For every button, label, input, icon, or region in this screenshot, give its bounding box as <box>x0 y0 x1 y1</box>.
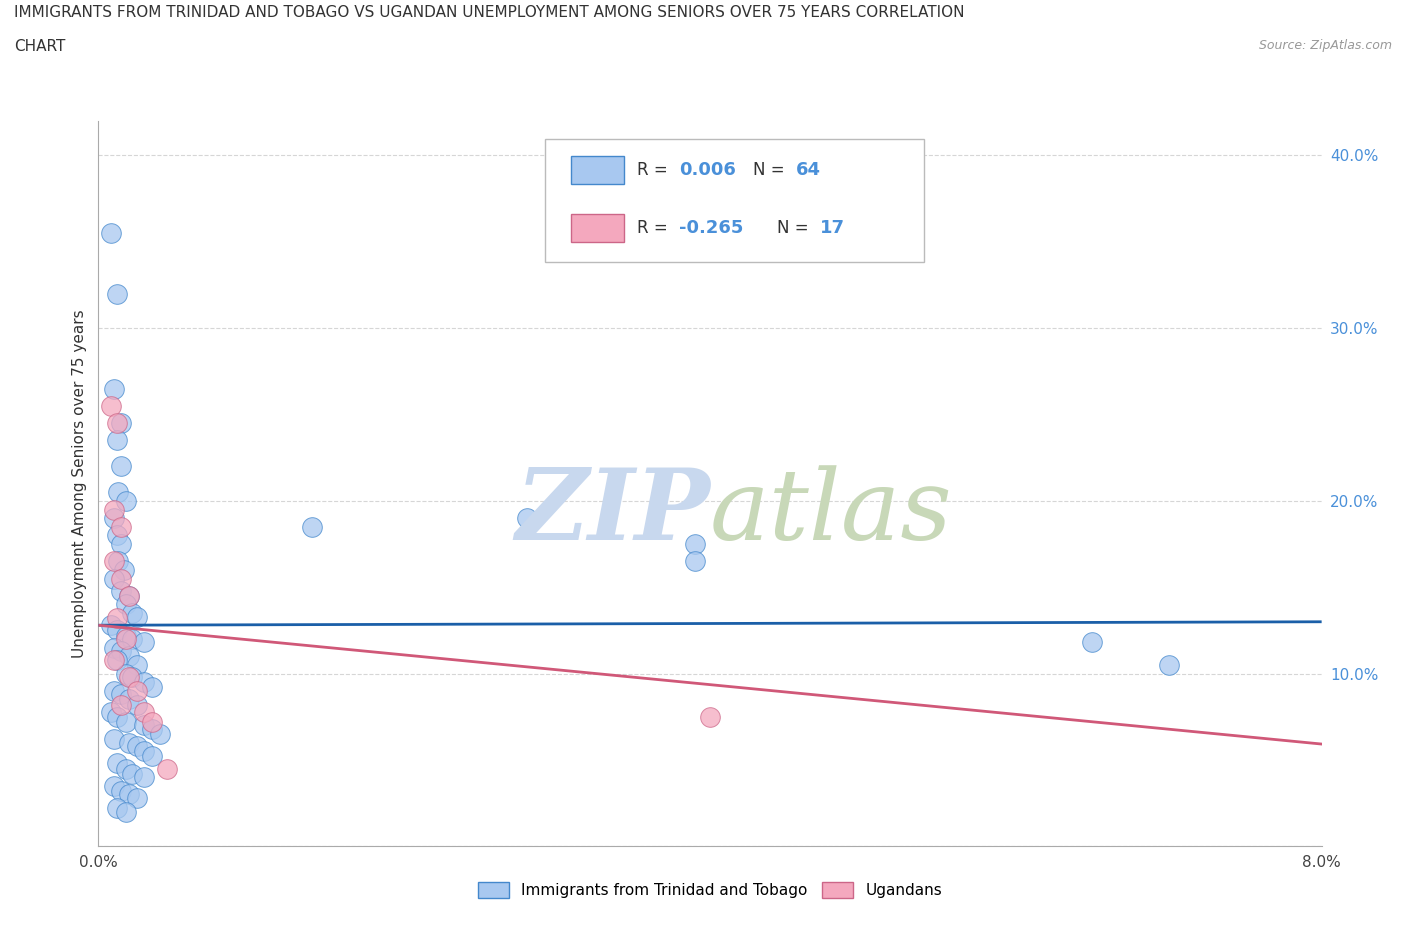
Point <box>1157 658 1180 672</box>
Point <box>118 589 141 604</box>
Text: Source: ZipAtlas.com: Source: ZipAtlas.com <box>1258 39 1392 52</box>
Point <box>516 511 538 525</box>
Legend: Immigrants from Trinidad and Tobago, Ugandans: Immigrants from Trinidad and Tobago, Uga… <box>472 876 948 904</box>
Point <box>683 554 706 569</box>
Point <box>112 563 135 578</box>
Point <box>118 736 141 751</box>
Text: CHART: CHART <box>14 39 66 54</box>
Point <box>105 433 128 448</box>
Point <box>125 738 148 753</box>
Point <box>121 631 143 646</box>
Point <box>110 571 132 586</box>
Point <box>121 670 143 684</box>
Text: atlas: atlas <box>710 465 953 560</box>
Point <box>105 528 128 543</box>
Text: -0.265: -0.265 <box>679 219 744 237</box>
Point <box>125 698 148 712</box>
Point <box>103 640 125 655</box>
FancyBboxPatch shape <box>571 155 624 184</box>
Point <box>107 554 129 569</box>
Text: R =: R = <box>637 219 672 237</box>
Point <box>115 804 138 819</box>
Point <box>699 710 721 724</box>
Point <box>115 494 138 509</box>
Point <box>105 756 128 771</box>
Point <box>110 784 132 799</box>
Point <box>156 761 179 776</box>
Point <box>100 618 122 632</box>
Point <box>1081 635 1104 650</box>
Point <box>141 714 163 729</box>
Text: N =: N = <box>778 219 814 237</box>
Text: N =: N = <box>752 161 790 179</box>
Point <box>103 684 125 698</box>
Text: R =: R = <box>637 161 672 179</box>
FancyBboxPatch shape <box>546 139 924 262</box>
Point <box>103 554 125 569</box>
Point <box>115 631 138 646</box>
Point <box>110 687 132 702</box>
Point <box>110 537 132 551</box>
Point <box>110 416 132 431</box>
Point <box>125 658 148 672</box>
Point <box>105 286 128 301</box>
Point <box>110 644 132 658</box>
Point <box>118 787 141 802</box>
Text: 17: 17 <box>820 219 845 237</box>
Point <box>301 519 323 534</box>
Point <box>103 381 125 396</box>
Text: ZIP: ZIP <box>515 464 710 561</box>
Text: 0.006: 0.006 <box>679 161 737 179</box>
Point <box>141 749 163 764</box>
Point <box>103 732 125 747</box>
Text: IMMIGRANTS FROM TRINIDAD AND TOBAGO VS UGANDAN UNEMPLOYMENT AMONG SENIORS OVER 7: IMMIGRANTS FROM TRINIDAD AND TOBAGO VS U… <box>14 5 965 20</box>
Point <box>134 675 156 690</box>
Point <box>683 537 706 551</box>
Point <box>103 502 125 517</box>
Point <box>125 790 148 805</box>
Point <box>115 666 138 681</box>
Point <box>105 623 128 638</box>
Point <box>105 652 128 667</box>
Point <box>105 801 128 816</box>
Point <box>115 628 138 643</box>
Point <box>115 714 138 729</box>
Point <box>110 458 132 473</box>
Point <box>118 589 141 604</box>
Point <box>134 718 156 733</box>
Point <box>105 416 128 431</box>
Point <box>118 670 141 684</box>
Point <box>134 744 156 759</box>
Point <box>115 761 138 776</box>
Point <box>125 609 148 624</box>
Point <box>103 571 125 586</box>
Point <box>141 680 163 695</box>
Point <box>134 704 156 719</box>
Point <box>121 766 143 781</box>
Point <box>100 704 122 719</box>
Point <box>103 511 125 525</box>
Point <box>141 722 163 737</box>
Text: 64: 64 <box>796 161 821 179</box>
Point <box>134 635 156 650</box>
Point <box>110 698 132 712</box>
Point <box>100 398 122 413</box>
Point <box>103 652 125 667</box>
Point <box>121 605 143 620</box>
Point <box>100 226 122 241</box>
Point <box>110 583 132 598</box>
FancyBboxPatch shape <box>571 214 624 242</box>
Point <box>118 649 141 664</box>
Point <box>107 485 129 499</box>
Point <box>105 710 128 724</box>
Point <box>115 597 138 612</box>
Point <box>134 770 156 785</box>
Y-axis label: Unemployment Among Seniors over 75 years: Unemployment Among Seniors over 75 years <box>72 310 87 658</box>
Point <box>149 726 172 741</box>
Point <box>105 611 128 626</box>
Point <box>125 684 148 698</box>
Point <box>110 519 132 534</box>
Point <box>103 778 125 793</box>
Point <box>118 692 141 707</box>
